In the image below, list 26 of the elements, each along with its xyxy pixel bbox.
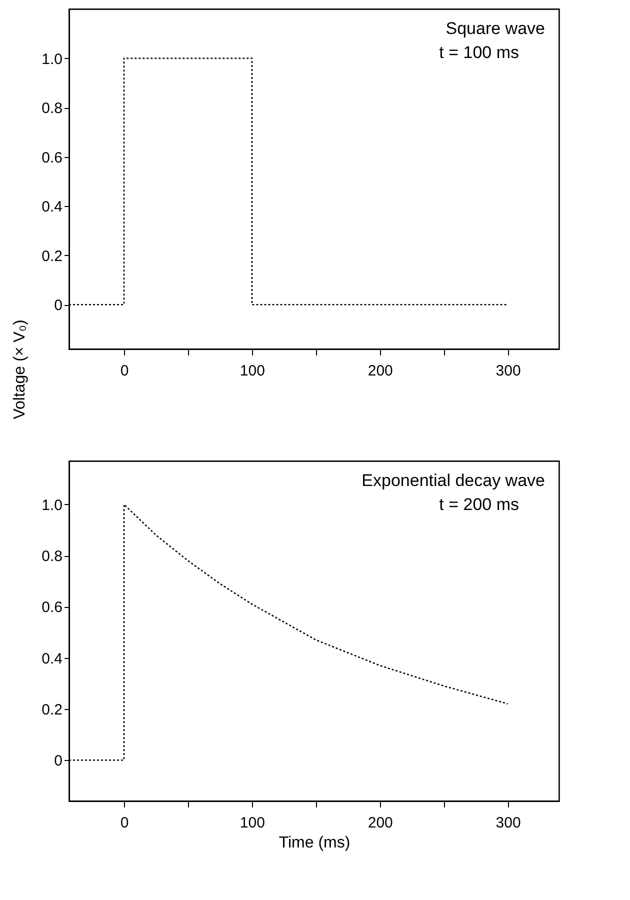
y-tick-label: 0.2: [42, 701, 62, 718]
y-tick-label: 0.6: [42, 149, 62, 166]
x-tick-label: 300: [496, 814, 521, 832]
annotation: Square wave: [446, 19, 545, 38]
x-tick-label: 200: [368, 814, 393, 832]
y-tick-label: 1.0: [42, 496, 62, 514]
x-tick-label: 0: [120, 814, 129, 832]
y-tick-label: 0.4: [42, 198, 62, 216]
x-tick-label: 0: [120, 362, 129, 380]
x-axis-title: Time (ms): [278, 834, 350, 852]
y-tick-label: 0.2: [42, 248, 62, 265]
y-tick-label: 0: [54, 297, 62, 314]
annotation: Exponential decay wave: [362, 471, 545, 490]
y-tick-label: 0.8: [42, 548, 62, 566]
annotation: t = 100 ms: [439, 43, 519, 62]
y-tick-label: 0.6: [42, 599, 62, 616]
x-tick-label: 100: [240, 362, 265, 380]
y-tick-label: 1.0: [42, 50, 62, 68]
y-tick-label: 0.4: [42, 650, 62, 668]
x-tick-label: 100: [240, 814, 265, 832]
y-axis-title: Voltage (× V₀): [12, 320, 29, 420]
y-tick-label: 0.8: [42, 100, 62, 118]
annotation: t = 200 ms: [439, 495, 519, 514]
y-tick-label: 0: [54, 752, 62, 770]
x-tick-label: 200: [368, 362, 393, 380]
x-tick-label: 300: [496, 362, 521, 380]
